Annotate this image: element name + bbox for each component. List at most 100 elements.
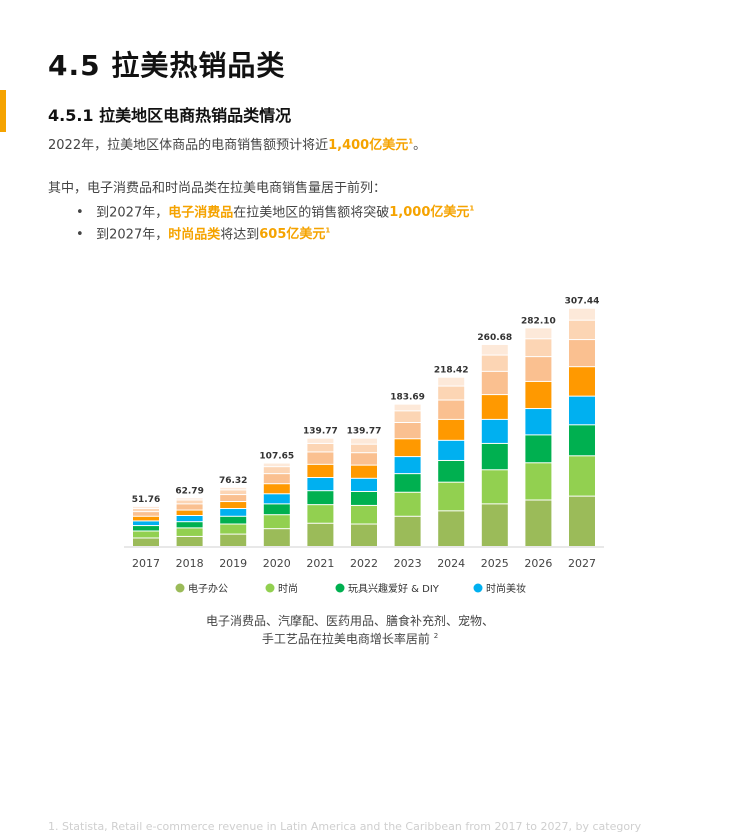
x-tick-label: 2024	[437, 557, 465, 570]
legend-label: 时尚美妆	[486, 582, 526, 595]
legend-marker	[265, 583, 275, 593]
bar-segment	[176, 528, 203, 536]
bar-segment	[176, 504, 203, 510]
legend-label: 电子办公	[188, 582, 228, 595]
bar-segment	[176, 498, 203, 500]
bar-segment	[438, 386, 465, 400]
legend-marker	[473, 583, 483, 593]
bar-segment	[351, 478, 377, 491]
bar-segment	[220, 509, 247, 516]
bar-segment	[351, 524, 377, 546]
bar-segment	[394, 492, 421, 516]
bar-segment	[263, 463, 290, 467]
bar-segment	[569, 340, 595, 367]
bar-segment	[438, 419, 465, 440]
bar-segment	[394, 457, 421, 474]
summary-paragraph: 其中，电子消费品和时尚品类在拉美电商销售量居于前列：	[48, 181, 387, 196]
bar-segment	[176, 536, 203, 546]
legend-marker	[335, 583, 345, 593]
bar-segment	[569, 320, 595, 340]
bar-segment	[133, 516, 159, 521]
bar-segment	[525, 463, 552, 500]
bar-segment	[438, 460, 465, 482]
bar-segment	[307, 452, 334, 464]
bar-segment	[133, 538, 159, 546]
page-title: 4.5 拉美热销品类	[48, 49, 286, 82]
bar-segment	[307, 491, 334, 505]
bar-segment	[176, 500, 203, 504]
bar-segment	[525, 500, 552, 546]
bar-segment	[481, 395, 508, 419]
bar-segment	[351, 505, 377, 524]
bullet-item: 到2027年，电子消费品在拉美地区的销售额将突破1,000亿美元1	[92, 198, 474, 220]
data-label: 139.77	[347, 427, 382, 437]
data-label: 282.10	[521, 316, 556, 326]
section-title: 4.5.1 拉美地区电商热销品类情况	[48, 106, 292, 125]
intro-paragraph: 2022年，拉美地区体商品的电商销售额预计将近1,400亿美元1。	[48, 134, 426, 153]
bar-segment	[569, 367, 595, 396]
bar-segment	[263, 515, 290, 529]
legend-marker	[175, 583, 185, 593]
bar-segment	[438, 400, 465, 419]
bar-segment	[133, 526, 159, 531]
bullet-item: 到2027年，时尚品类将达到605亿美元1	[92, 220, 474, 242]
bar-segment	[133, 521, 159, 526]
bar-segment	[263, 467, 290, 474]
bullet-list: 到2027年，电子消费品在拉美地区的销售额将突破1,000亿美元1 到2027年…	[92, 198, 474, 242]
bullet-highlight: 时尚品类	[168, 227, 221, 243]
bar-segment	[438, 440, 465, 460]
intro-footnote-ref: 1	[408, 137, 414, 146]
bar-segment	[263, 474, 290, 484]
bar-segment	[263, 484, 290, 494]
bar-segment	[351, 453, 377, 465]
bar-segment	[525, 435, 552, 463]
bar-segment	[569, 425, 595, 456]
bar-segment	[394, 516, 421, 546]
bar-segment	[394, 411, 421, 422]
bar-segment	[307, 505, 334, 523]
bar-segment	[438, 511, 465, 546]
bar-segment	[307, 438, 334, 443]
bullet-value: 605亿美元1	[259, 227, 331, 243]
data-label: 139.77	[303, 427, 338, 437]
intro-end: 。	[413, 138, 427, 153]
bar-segment	[176, 510, 203, 515]
bar-segment	[351, 438, 377, 444]
x-tick-label: 2017	[132, 557, 160, 570]
revenue-stacked-bar-chart: 51.76 2017 62.79 2018 76.32 2019 107.65 2020 139…	[124, 297, 604, 595]
bar-segment	[176, 516, 203, 522]
intro-highlight: 1,400亿美元1	[328, 137, 414, 153]
bar-segment	[220, 516, 247, 524]
bar-segment	[569, 308, 595, 320]
x-tick-label: 2023	[394, 557, 422, 570]
chart-caption-line2: 手工艺品在拉美电商增长率居前 2	[261, 632, 439, 646]
x-tick-label: 2027	[568, 557, 596, 570]
accent-bar	[0, 90, 6, 132]
data-label: 76.32	[219, 476, 247, 486]
bar-segment	[525, 357, 552, 381]
footnote: 1. Statista, Retail e-commerce revenue i…	[48, 820, 642, 833]
bar-segment	[220, 490, 247, 495]
bar-segment	[220, 534, 247, 546]
bullet-highlight: 电子消费品	[168, 205, 234, 221]
bar-segment	[394, 474, 421, 492]
bar-segment	[176, 522, 203, 528]
bar-segment	[220, 495, 247, 502]
bar-segment	[525, 381, 552, 409]
bar-segment	[307, 478, 334, 491]
bar-segment	[569, 396, 595, 425]
bar-segment	[220, 487, 247, 490]
chart-caption-line1: 电子消费品、汽摩配、医药用品、膳食补充剂、宠物、	[205, 614, 494, 628]
x-tick-label: 2020	[263, 557, 291, 570]
bar-segment	[525, 328, 552, 339]
bar-segment	[481, 344, 508, 355]
bar-segment	[438, 377, 465, 386]
x-tick-label: 2021	[306, 557, 334, 570]
bar-segment	[481, 419, 508, 443]
legend-label: 时尚	[278, 582, 298, 595]
bar-segment	[220, 502, 247, 509]
intro-text: 2022年，拉美地区体商品的电商销售额预计将近	[48, 138, 329, 153]
x-tick-label: 2026	[524, 557, 552, 570]
bar-segment	[438, 482, 465, 511]
bar-segment	[263, 529, 290, 546]
